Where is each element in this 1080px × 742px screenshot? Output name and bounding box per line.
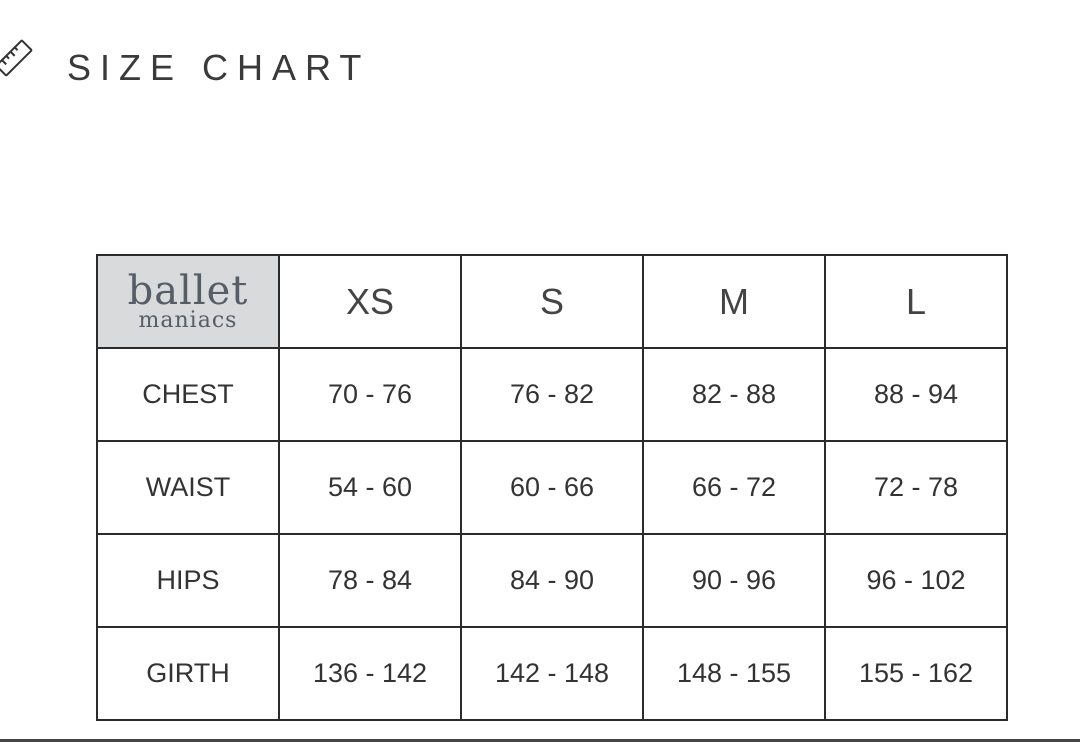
size-header-l: L xyxy=(824,254,1008,349)
size-header-xs: XS xyxy=(278,254,462,349)
ruler-icon xyxy=(0,39,33,77)
table-cell: 136 - 142 xyxy=(278,626,462,721)
table-cell: 82 - 88 xyxy=(642,347,826,442)
page-title: SIZE CHART xyxy=(67,47,371,88)
row-label: HIPS xyxy=(96,533,280,628)
row-label: CHEST xyxy=(96,347,280,442)
table-header-row: ballet maniacs XS S M L xyxy=(96,254,1008,349)
table-cell: 72 - 78 xyxy=(824,440,1008,535)
table-cell: 88 - 94 xyxy=(824,347,1008,442)
table-cell: 76 - 82 xyxy=(460,347,644,442)
size-header-m: M xyxy=(642,254,826,349)
table-row: CHEST 70 - 76 76 - 82 82 - 88 88 - 94 xyxy=(96,347,1008,442)
table-cell: 148 - 155 xyxy=(642,626,826,721)
table-cell: 78 - 84 xyxy=(278,533,462,628)
table-cell: 70 - 76 xyxy=(278,347,462,442)
table-cell: 155 - 162 xyxy=(824,626,1008,721)
table-row: GIRTH 136 - 142 142 - 148 148 - 155 155 … xyxy=(96,626,1008,721)
row-label: GIRTH xyxy=(96,626,280,721)
table-cell: 66 - 72 xyxy=(642,440,826,535)
table-cell: 90 - 96 xyxy=(642,533,826,628)
table-cell: 84 - 90 xyxy=(460,533,644,628)
table-cell: 142 - 148 xyxy=(460,626,644,721)
size-chart-table: ballet maniacs XS S M L CHEST 70 - 76 76… xyxy=(96,254,1008,721)
table-cell: 54 - 60 xyxy=(278,440,462,535)
size-header-s: S xyxy=(460,254,644,349)
table-row: WAIST 54 - 60 60 - 66 66 - 72 72 - 78 xyxy=(96,440,1008,535)
brand-logo: ballet maniacs xyxy=(96,254,280,349)
bottom-divider xyxy=(0,739,1080,742)
table-cell: 96 - 102 xyxy=(824,533,1008,628)
table-row: HIPS 78 - 84 84 - 90 90 - 96 96 - 102 xyxy=(96,533,1008,628)
row-label: WAIST xyxy=(96,440,280,535)
table-cell: 60 - 66 xyxy=(460,440,644,535)
